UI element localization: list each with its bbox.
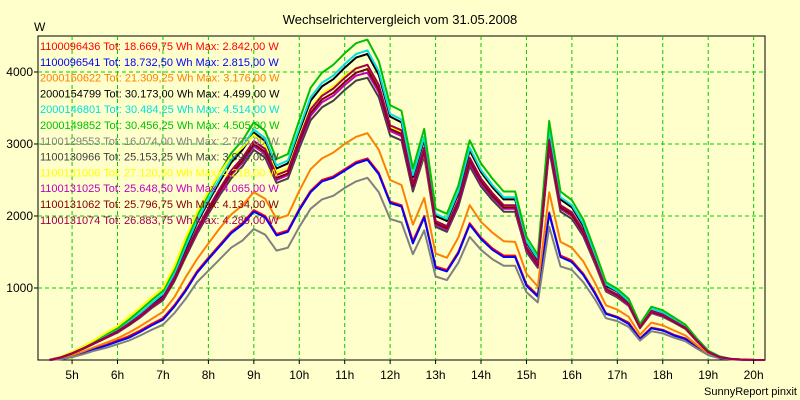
- x-tick-label: 19h: [698, 368, 718, 382]
- series-line-1100131074: [49, 63, 765, 361]
- legend-entry-1100129553: 1100129553 Tot: 16.074,00 Wh Max: 2.705,…: [40, 136, 279, 148]
- plot-area: [37, 35, 766, 361]
- legend-entry-1100131025: 1100131025 Tot: 25.648,50 Wh Max: 4.065,…: [40, 183, 279, 195]
- y-axis-unit-label: W: [34, 20, 46, 34]
- x-tick-label: 18h: [653, 368, 673, 382]
- legend-entry-1100130966: 1100130966 Tot: 25.153,25 Wh Max: 3.994,…: [40, 152, 279, 164]
- grid: [38, 36, 765, 360]
- y-tick-label: 3000: [6, 137, 33, 151]
- x-tick-label: 9h: [247, 368, 260, 382]
- legend: 1100096436 Tot: 18.669,75 Wh Max: 2.842,…: [40, 41, 280, 227]
- x-tick-label: 17h: [607, 368, 627, 382]
- legend-entry-2000150622: 2000150622 Tot: 21.309,25 Wh Max: 3.176,…: [40, 73, 280, 85]
- chart-title: Wechselrichtervergleich vom 31.05.2008: [283, 12, 518, 27]
- y-tick-label: 4000: [6, 65, 33, 79]
- legend-entry-1100096541: 1100096541 Tot: 18.732,50 Wh Max: 2.815,…: [40, 57, 279, 69]
- x-tick-label: 7h: [156, 368, 169, 382]
- axes: 5h 6h 7h 8h 9h 10h 11h 12h 13h 14h 15h 16h 17h 18h 19h…: [6, 65, 763, 382]
- y-tick-label: 2000: [6, 209, 33, 223]
- legend-entry-1100096436: 1100096436 Tot: 18.669,75 Wh Max: 2.842,…: [40, 41, 279, 53]
- y-tick-label: 1000: [6, 281, 33, 295]
- x-tick-label: 6h: [111, 368, 124, 382]
- series-line-2000150622: [49, 132, 765, 361]
- x-tick-label: 8h: [202, 368, 215, 382]
- legend-entry-2000146801: 2000146801 Tot: 30.484,25 Wh Max: 4.514,…: [40, 104, 280, 116]
- x-tick-label: 16h: [562, 368, 582, 382]
- legend-entry-1100131074: 1100131074 Tot: 26.883,75 Wh Max: 4.289,…: [40, 215, 279, 227]
- x-tick-label: 13h: [426, 368, 446, 382]
- legend-entry-2000149852: 2000149852 Tot: 30.456,25 Wh Max: 4.505,…: [40, 120, 280, 132]
- series-line-1100096541: [49, 158, 765, 361]
- series-lines: [49, 38, 765, 361]
- footer-credit: SunnyReport pinxit: [704, 386, 797, 398]
- series-line-1100129553: [49, 176, 765, 361]
- x-tick-label: 5h: [65, 368, 78, 382]
- series-line-2000149852: [49, 38, 765, 361]
- x-tick-label: 14h: [471, 368, 491, 382]
- x-tick-label: 10h: [289, 368, 309, 382]
- x-tick-label: 11h: [335, 368, 354, 382]
- x-tick-label: 20h: [744, 368, 764, 382]
- legend-entry-1100131062: 1100131062 Tot: 25.796,75 Wh Max: 4.134,…: [40, 199, 279, 211]
- legend-entry-2000154799: 2000154799 Tot: 30.173,00 Wh Max: 4.499,…: [40, 88, 280, 100]
- x-tick-label: 15h: [516, 368, 536, 382]
- x-tick-label: 12h: [380, 368, 400, 382]
- legend-entry-1100131006: 1100131006 Tot: 27.120,50 Wh Max: 4.218,…: [40, 167, 279, 179]
